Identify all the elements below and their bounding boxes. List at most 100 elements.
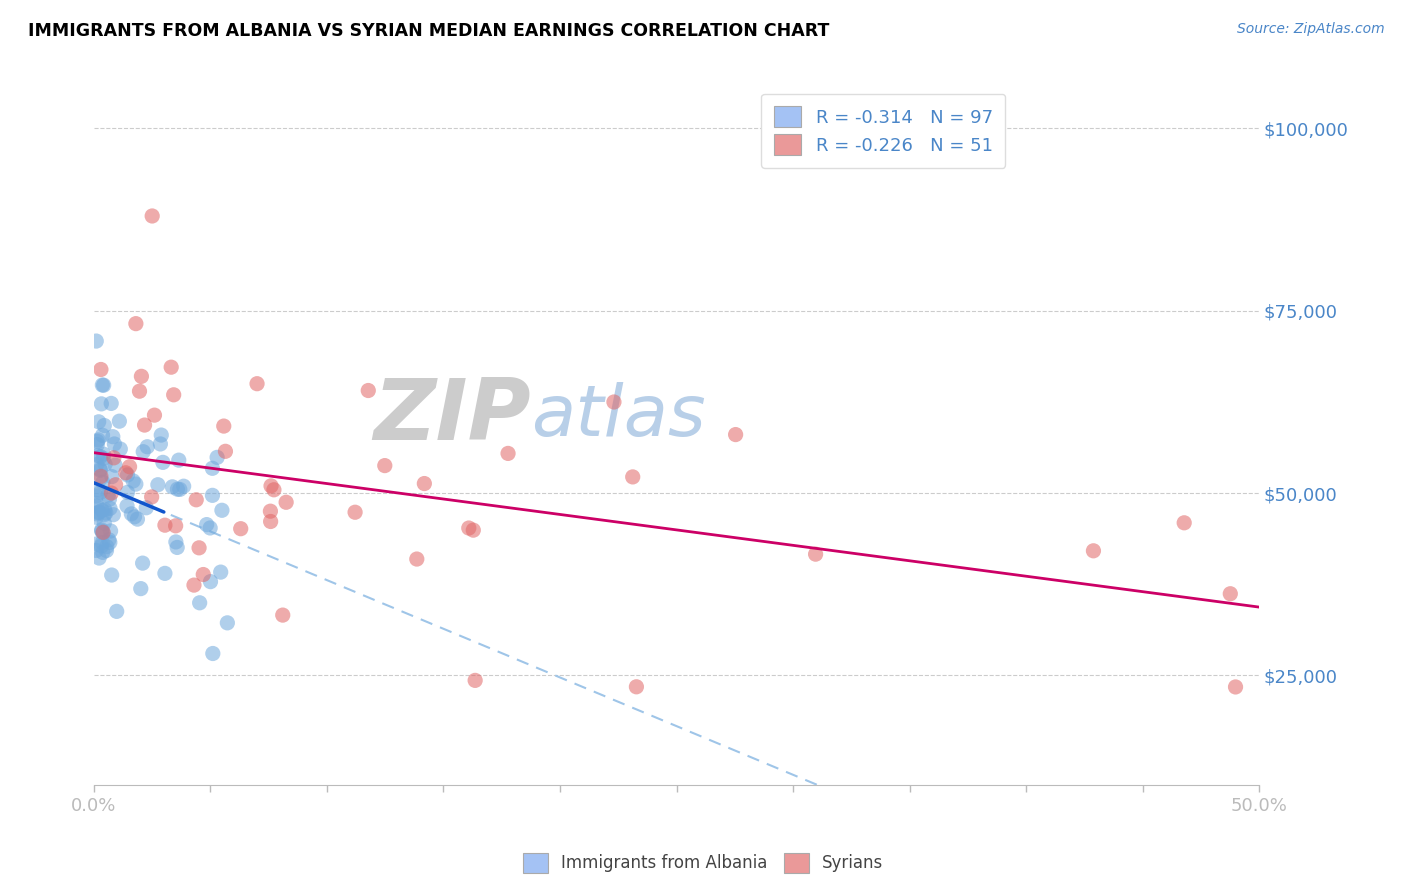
Point (94, 457, 117, 471)
Point (84, 510, 107, 524)
Point (115, 499, 138, 513)
Point (603, 395, 626, 409)
Point (91, 525, 114, 540)
Point (124, 509, 146, 524)
Point (97, 533, 120, 547)
Point (626, 680, 648, 694)
Point (93, 502, 115, 516)
Point (214, 444, 236, 458)
Point (93, 378, 115, 392)
Text: Source: ZipAtlas.com: Source: ZipAtlas.com (1237, 22, 1385, 37)
Point (195, 517, 218, 532)
Point (211, 503, 233, 517)
Point (101, 469, 124, 483)
Point (103, 450, 125, 465)
Point (405, 552, 427, 566)
Point (98, 492, 121, 507)
Point (134, 418, 156, 433)
Point (110, 442, 132, 456)
Point (90, 539, 112, 553)
Point (100, 396, 122, 410)
Point (86, 506, 108, 520)
Point (89, 485, 111, 500)
Point (457, 521, 479, 535)
Point (217, 615, 239, 630)
Point (152, 455, 174, 469)
Point (804, 547, 827, 561)
Point (91, 525, 114, 540)
Point (84, 334, 107, 348)
Point (131, 556, 153, 570)
Point (93, 508, 115, 522)
Point (96, 543, 118, 558)
Point (193, 567, 215, 582)
Point (169, 483, 191, 497)
Point (160, 360, 183, 375)
Point (357, 384, 380, 398)
Point (125, 317, 148, 331)
Point (84, 499, 107, 513)
Point (132, 444, 155, 458)
Point (100, 524, 122, 538)
Point (621, 470, 644, 484)
Point (86, 449, 108, 463)
Point (87, 415, 110, 429)
Point (166, 541, 188, 555)
Text: IMMIGRANTS FROM ALBANIA VS SYRIAN MEDIAN EARNINGS CORRELATION CHART: IMMIGRANTS FROM ALBANIA VS SYRIAN MEDIAN… (28, 22, 830, 40)
Point (201, 647, 224, 661)
Point (188, 541, 211, 555)
Point (90, 524, 112, 538)
Point (84, 537, 107, 551)
Point (150, 428, 173, 442)
Point (87, 483, 110, 497)
Point (108, 414, 131, 428)
Point (259, 504, 281, 518)
Point (201, 488, 224, 502)
Point (344, 505, 367, 519)
Point (173, 479, 195, 493)
Point (1173, 516, 1195, 530)
Point (496, 446, 519, 460)
Point (162, 480, 184, 494)
Point (91, 475, 114, 490)
Point (89, 505, 111, 519)
Point (163, 388, 186, 402)
Point (1083, 543, 1105, 558)
Point (263, 483, 285, 497)
Point (91, 545, 114, 559)
Point (276, 495, 298, 509)
Point (118, 459, 141, 474)
Point (128, 384, 150, 399)
Point (259, 515, 281, 529)
Point (87, 551, 110, 566)
Point (96, 540, 118, 554)
Point (90, 471, 112, 485)
Point (89, 462, 111, 476)
Point (143, 408, 166, 422)
Point (146, 477, 169, 491)
Point (198, 521, 221, 535)
Point (229, 522, 252, 536)
Point (101, 430, 124, 444)
Point (135, 500, 157, 515)
Point (86, 437, 108, 451)
Point (84, 489, 107, 503)
Point (103, 437, 125, 451)
Point (183, 578, 205, 592)
Point (114, 466, 136, 480)
Point (90, 469, 112, 483)
Point (153, 566, 176, 581)
Point (93, 447, 115, 461)
Point (91, 503, 114, 517)
Point (212, 419, 235, 434)
Point (724, 427, 747, 442)
Point (104, 477, 127, 491)
Point (131, 369, 153, 384)
Point (84, 507, 107, 521)
Point (127, 512, 149, 526)
Legend: Immigrants from Albania, Syrians: Immigrants from Albania, Syrians (516, 847, 890, 880)
Point (86, 458, 108, 472)
Point (91, 535, 114, 549)
Point (1219, 587, 1241, 601)
Point (89, 463, 111, 477)
